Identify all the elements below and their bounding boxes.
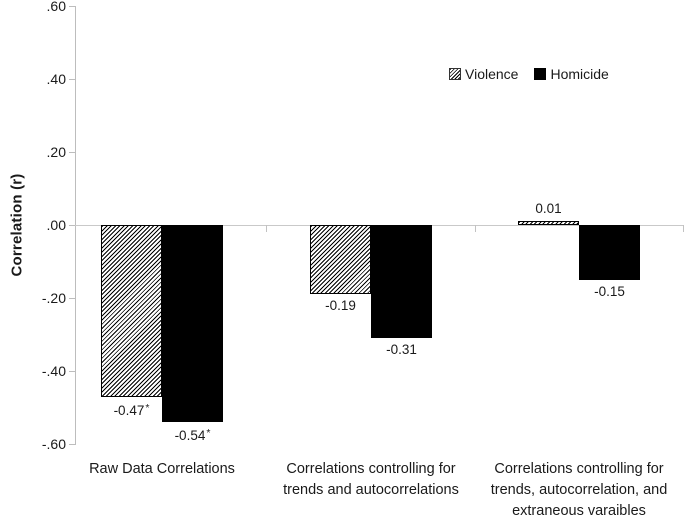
category-label: Raw Data Correlations — [50, 459, 274, 480]
category-label-line: Raw Data Correlations — [89, 461, 235, 477]
category-label: Correlations controlling for trends, auto… — [467, 459, 685, 516]
y-tick-mark — [69, 6, 75, 7]
legend: Violence Homicide — [449, 66, 609, 82]
y-tick-mark — [69, 298, 75, 299]
category-axis-labels: Raw Data Correlations Correlations contro… — [0, 459, 685, 516]
category-label-line: Correlations controlling for — [286, 461, 456, 477]
value-label: -0.47* — [90, 400, 174, 419]
bar-violence-1 — [310, 225, 371, 295]
legend-label: Homicide — [550, 66, 609, 82]
value-label: 0.01 — [507, 200, 591, 217]
bar-homicide-2 — [579, 225, 640, 280]
category-boundary-tick — [475, 225, 476, 232]
value-label-text: -0.19 — [325, 298, 356, 314]
significance-asterisk: * — [145, 401, 150, 414]
bar-violence-2 — [518, 221, 579, 225]
category-boundary-tick — [266, 225, 267, 232]
value-label-text: -0.15 — [594, 283, 625, 299]
y-tick-label: .60 — [46, 0, 66, 14]
y-tick-mark — [69, 79, 75, 80]
legend-swatch-homicide — [534, 68, 547, 80]
value-label: -0.15 — [568, 283, 652, 300]
y-tick-label: .40 — [46, 71, 66, 87]
value-label: -0.31 — [360, 341, 444, 358]
category-label-line: extraneous varaibles — [512, 503, 646, 516]
y-tick-label: -.20 — [41, 290, 66, 306]
category-boundary-tick — [683, 225, 684, 232]
legend-label: Violence — [465, 66, 519, 82]
y-tick-label: .00 — [46, 217, 66, 233]
value-label-text: -0.54 — [174, 428, 206, 444]
y-tick-mark — [69, 152, 75, 153]
value-label: -0.19 — [299, 297, 383, 314]
y-tick-label: -.40 — [41, 363, 66, 379]
significance-asterisk: * — [206, 427, 211, 440]
y-tick-label: .20 — [46, 144, 66, 160]
value-label: -0.54* — [151, 425, 235, 444]
value-label-text: 0.01 — [535, 201, 562, 217]
bar-homicide-0 — [162, 225, 223, 423]
category-label-line: trends, autocorrelation, and — [490, 482, 668, 498]
y-tick-mark — [69, 225, 75, 226]
legend-item-violence: Violence — [449, 66, 518, 82]
category-label-line: trends and autocorrelations — [283, 482, 459, 498]
category-label: Correlations controlling for trends and a… — [259, 459, 483, 501]
value-label-text: -0.47 — [113, 402, 145, 418]
legend-item-homicide: Homicide — [534, 66, 609, 82]
category-label-line: Correlations controlling for — [494, 461, 664, 477]
legend-swatch-violence — [449, 68, 461, 80]
y-tick-mark — [69, 371, 75, 372]
value-label-text: -0.31 — [386, 342, 417, 358]
bar-violence-0 — [101, 225, 162, 397]
bar-homicide-1 — [371, 225, 432, 339]
y-tick-mark — [69, 444, 75, 445]
y-tick-label: -.60 — [41, 436, 66, 452]
